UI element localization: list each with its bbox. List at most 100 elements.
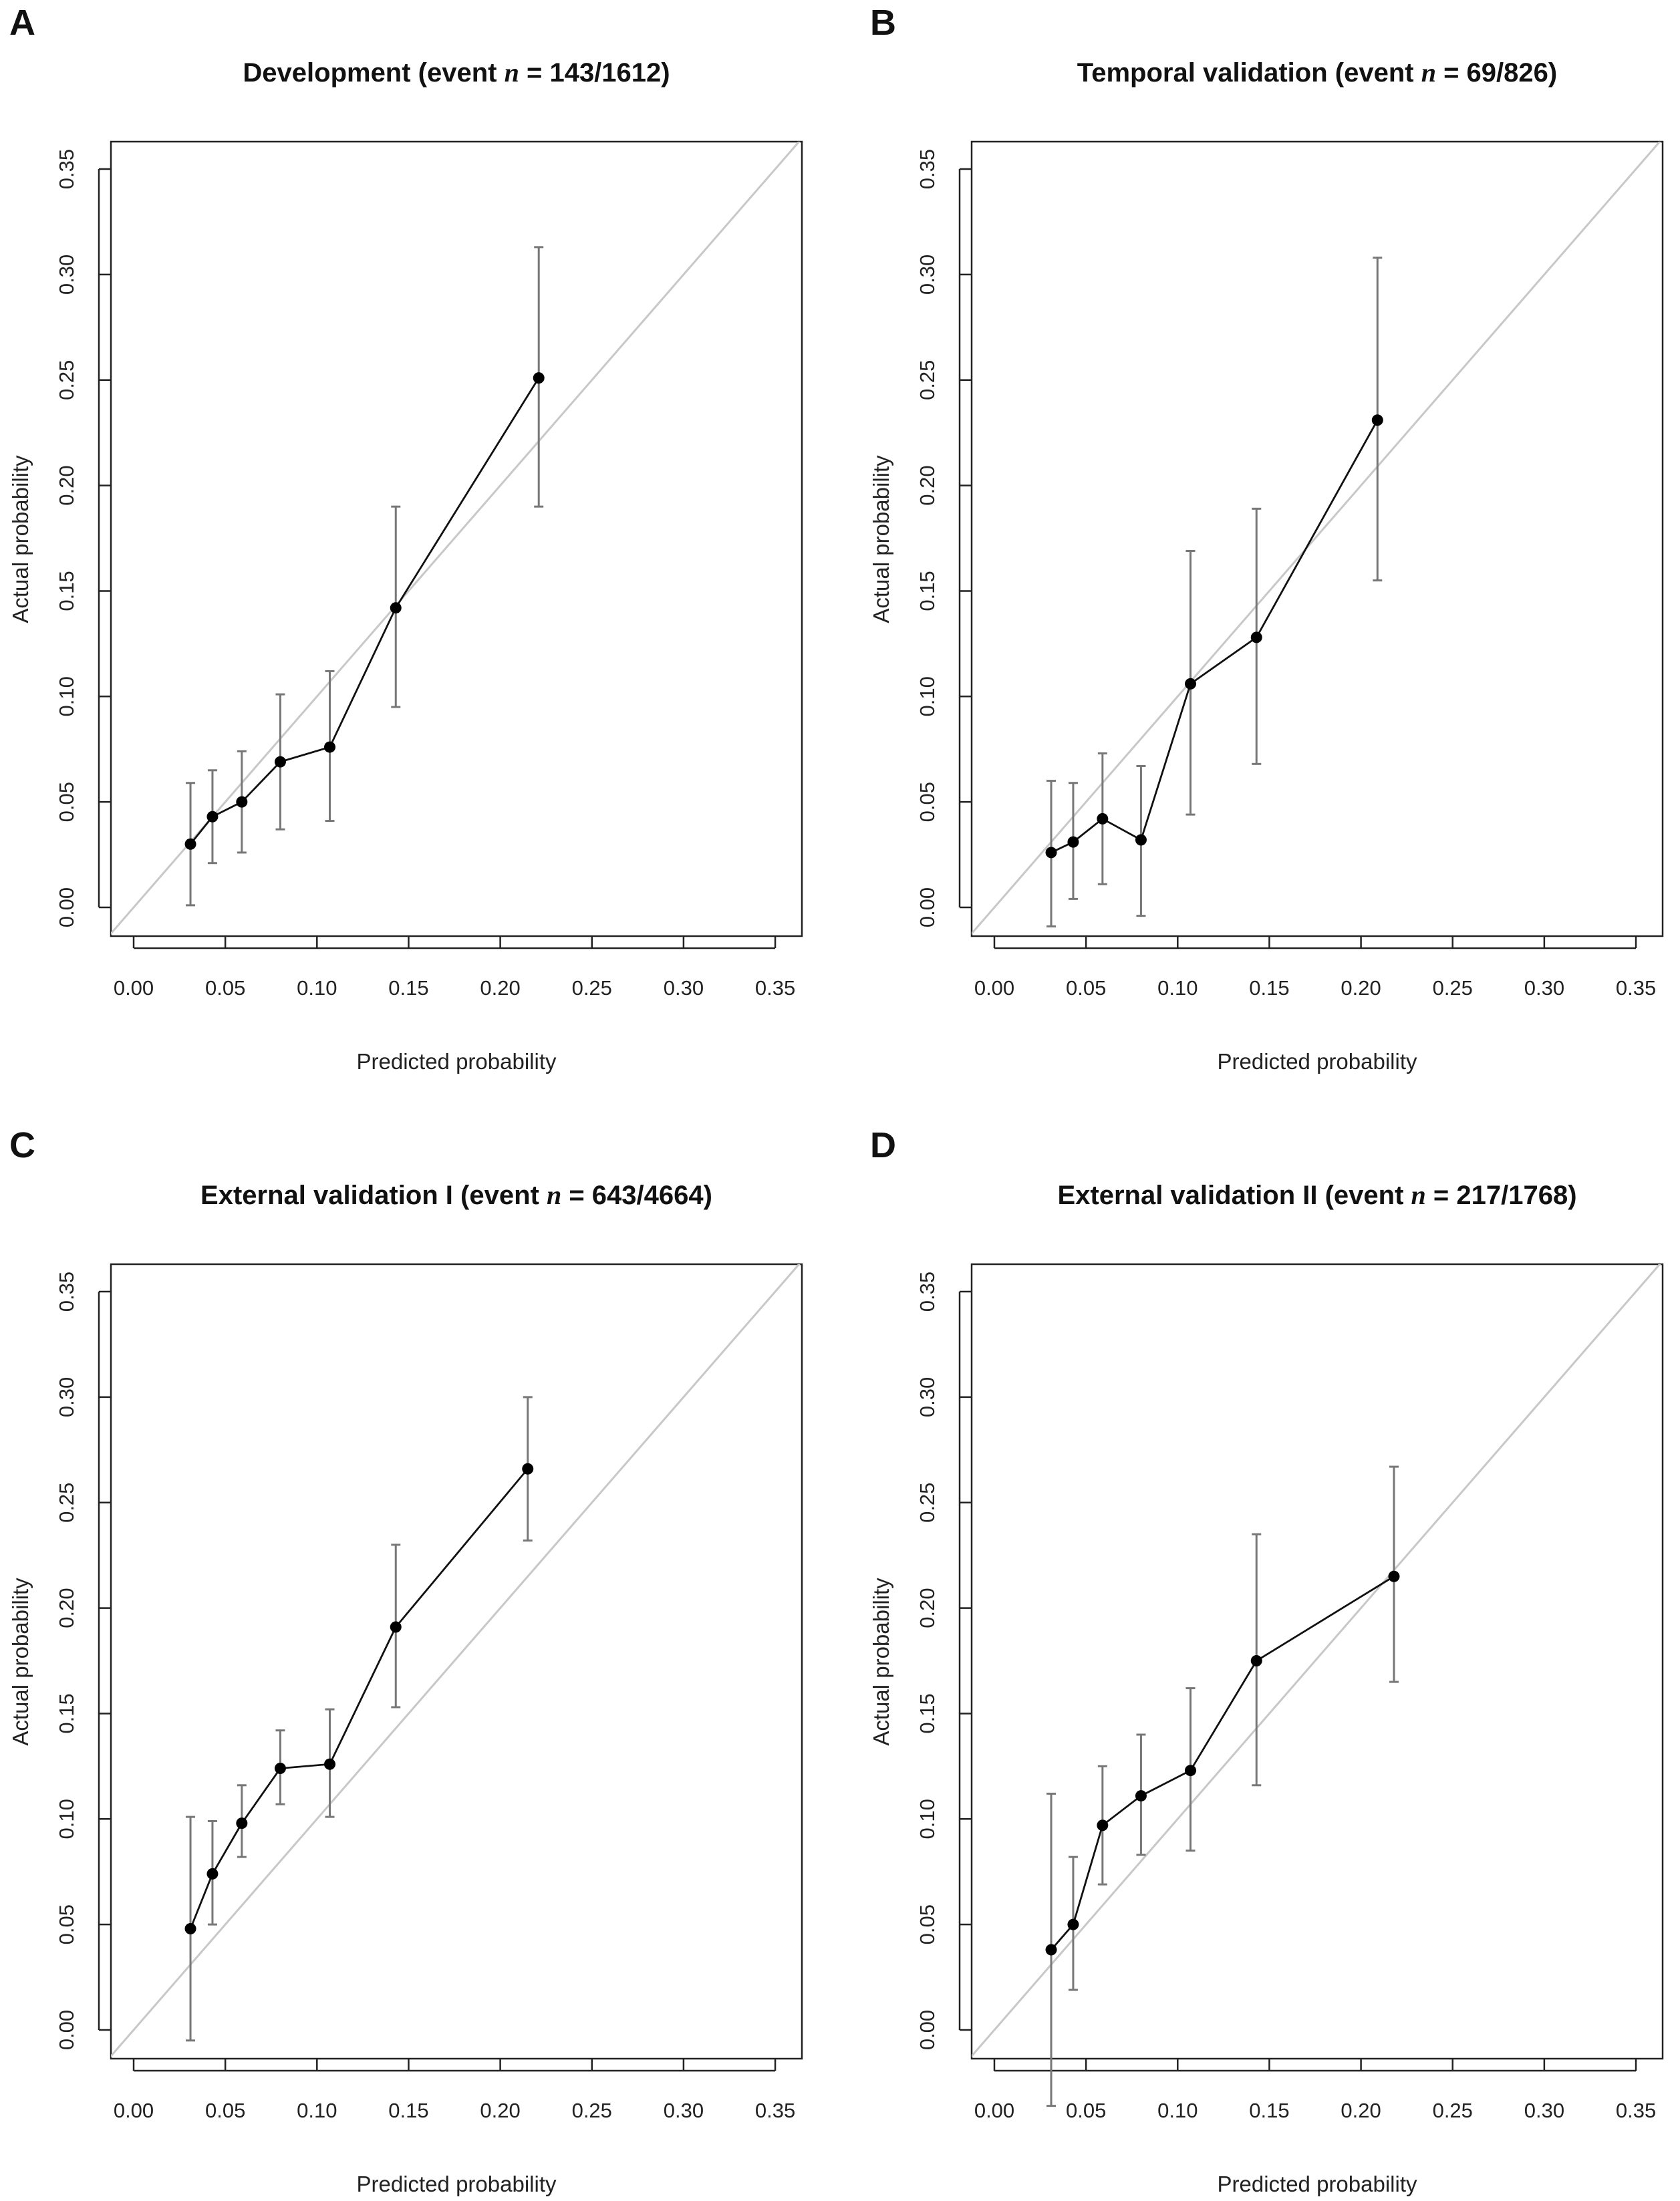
- x-tick-label: 0.20: [1341, 976, 1381, 1000]
- data-point: [1250, 1655, 1262, 1667]
- x-tick-label: 0.00: [974, 2099, 1014, 2122]
- title-n-symbol: n: [1411, 1180, 1426, 1210]
- x-tick-label: 0.15: [1249, 976, 1289, 1000]
- title-suffix: = 69/826): [1436, 58, 1557, 88]
- y-tick-label: 0.20: [55, 465, 78, 505]
- x-tick-label: 0.10: [1157, 2099, 1198, 2122]
- x-axis-label: Predicted probability: [357, 1049, 557, 1074]
- y-tick-label: 0.00: [55, 2010, 78, 2050]
- data-point: [533, 372, 545, 384]
- x-tick-label: 0.25: [572, 2099, 612, 2122]
- panel-title: Temporal validation (event n = 69/826): [1077, 57, 1557, 88]
- title-suffix: = 217/1768): [1426, 1181, 1577, 1210]
- y-tick-label: 0.20: [916, 1588, 939, 1628]
- x-tick-label: 0.15: [388, 2099, 428, 2122]
- y-tick-label: 0.10: [916, 1799, 939, 1839]
- y-tick-label: 0.10: [55, 676, 78, 716]
- plot-frame: [110, 1263, 803, 2060]
- reference-diagonal-line: [111, 1264, 801, 2058]
- data-point: [184, 838, 196, 850]
- panel-letter: A: [9, 3, 35, 43]
- calibration-line: [1050, 1576, 1395, 1950]
- y-tick-label: 0.30: [916, 1377, 939, 1417]
- panel-letter: C: [9, 1125, 35, 1165]
- plot-frame: [110, 140, 803, 937]
- x-tick-label: 0.10: [297, 2099, 337, 2122]
- x-tick-label: 0.30: [664, 976, 704, 1000]
- data-point: [1185, 678, 1197, 690]
- y-tick-label: 0.35: [55, 149, 78, 189]
- y-tick-label: 0.00: [55, 887, 78, 927]
- x-tick-label: 0.25: [1433, 2099, 1473, 2122]
- data-point: [1135, 1790, 1147, 1802]
- title-prefix: Temporal validation (event: [1077, 58, 1421, 88]
- data-point: [1250, 631, 1262, 643]
- x-tick-label: 0.10: [297, 976, 337, 1000]
- x-tick-label: 0.35: [755, 2099, 795, 2122]
- x-tick-label: 0.20: [480, 2099, 520, 2122]
- x-tick-label: 0.00: [114, 2099, 154, 2122]
- y-tick-label: 0.05: [55, 1904, 78, 1944]
- y-tick-label: 0.15: [55, 571, 78, 611]
- x-tick-label: 0.00: [974, 976, 1014, 1000]
- data-point: [1185, 1765, 1197, 1777]
- data-point: [1067, 836, 1079, 848]
- y-tick-label: 0.35: [55, 1272, 78, 1312]
- y-tick-label: 0.20: [916, 465, 939, 505]
- x-tick-label: 0.15: [388, 976, 428, 1000]
- y-tick-label: 0.25: [916, 1483, 939, 1523]
- y-tick-label: 0.00: [916, 887, 939, 927]
- data-point: [324, 741, 336, 753]
- data-point: [522, 1463, 534, 1475]
- title-n-symbol: n: [1421, 57, 1436, 88]
- data-point: [206, 811, 219, 823]
- reference-diagonal-line: [111, 142, 801, 935]
- y-tick-label: 0.05: [916, 782, 939, 822]
- panel-letter: D: [870, 1125, 896, 1165]
- reference-diagonal-line: [972, 142, 1661, 935]
- calibration-panel-d: D External validation II (event n = 217/1…: [869, 1125, 1664, 2196]
- x-tick-label: 0.05: [205, 2099, 245, 2122]
- y-tick-label: 0.15: [916, 571, 939, 611]
- x-tick-label: 0.25: [1433, 976, 1473, 1000]
- x-tick-label: 0.15: [1249, 2099, 1289, 2122]
- y-tick-label: 0.10: [916, 676, 939, 716]
- x-tick-label: 0.35: [1616, 976, 1656, 1000]
- data-point: [236, 796, 248, 808]
- x-tick-label: 0.05: [205, 976, 245, 1000]
- plot-frame: [970, 140, 1664, 937]
- data-point: [274, 756, 286, 768]
- y-tick-label: 0.15: [55, 1693, 78, 1733]
- y-tick-label: 0.05: [916, 1904, 939, 1944]
- panel-letter: B: [870, 3, 896, 43]
- panel-title: External validation I (event n = 643/466…: [200, 1180, 712, 1210]
- x-axis-label: Predicted probability: [357, 2172, 557, 2196]
- calibration-panel-b: B Temporal validation (event n = 69/826) 0…: [869, 3, 1664, 1074]
- x-tick-label: 0.30: [664, 2099, 704, 2122]
- data-point: [1045, 1944, 1057, 1956]
- x-tick-label: 0.20: [1341, 2099, 1381, 2122]
- x-tick-label: 0.35: [1616, 2099, 1656, 2122]
- y-tick-label: 0.30: [55, 255, 78, 295]
- x-axis-label: Predicted probability: [1218, 2172, 1417, 2196]
- panel-title: External validation II (event n = 217/17…: [1057, 1180, 1576, 1210]
- y-tick-label: 0.15: [916, 1693, 939, 1733]
- y-axis-label: Actual probability: [8, 1578, 33, 1746]
- plot-frame: [970, 1263, 1664, 2060]
- calibration-panel-c: C External validation I (event n = 643/46…: [8, 1125, 803, 2196]
- title-prefix: External validation I (event: [200, 1181, 547, 1210]
- x-tick-label: 0.30: [1524, 2099, 1564, 2122]
- x-tick-label: 0.25: [572, 976, 612, 1000]
- y-tick-label: 0.10: [55, 1799, 78, 1839]
- data-point: [1371, 414, 1383, 426]
- reference-diagonal-line: [972, 1264, 1661, 2058]
- title-suffix: = 643/4664): [561, 1181, 712, 1210]
- x-tick-label: 0.00: [114, 976, 154, 1000]
- panel-title: Development (event n = 143/1612): [243, 57, 670, 88]
- title-n-symbol: n: [547, 1180, 561, 1210]
- y-tick-label: 0.30: [55, 1377, 78, 1417]
- data-point: [184, 1922, 196, 1934]
- data-point: [206, 1868, 219, 1880]
- title-prefix: External validation II (event: [1057, 1181, 1411, 1210]
